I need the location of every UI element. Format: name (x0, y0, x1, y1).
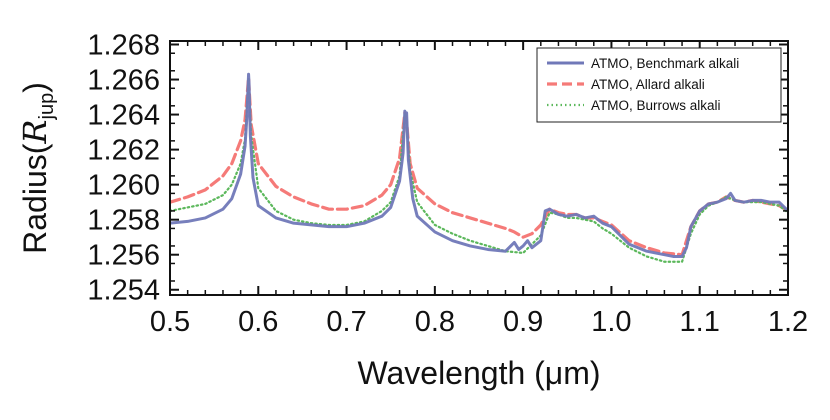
ticks-layer: 0.5 0.6 0.7 0.8 0.9 1.0 1.1 1.21.2541.2561.2581… (87, 30, 808, 338)
plot-frame (169, 40, 789, 296)
y-tick-label: 1.258 (87, 205, 160, 237)
x-tick-label: 1.0 (591, 306, 631, 338)
y-tick-label: 1.260 (87, 170, 160, 202)
y-axis-title: Radius(Rjup) (16, 82, 58, 254)
y-tick-label: 1.268 (87, 30, 160, 62)
series-line-atmo-burrows-alkali (170, 76, 788, 263)
series-layer (170, 72, 788, 263)
legend-label: ATMO, Benchmark alkali (591, 56, 739, 71)
y-tick-label: 1.256 (87, 240, 160, 272)
y-axis-title-suffix: ) (17, 82, 53, 93)
series-line-atmo-benchmark-alkali (170, 72, 788, 258)
y-axis-title-symbol: R (16, 120, 54, 145)
y-tick-label: 1.266 (87, 65, 160, 97)
legend: ATMO, Benchmark alkali ATMO, Allard alkal… (536, 47, 782, 123)
y-axis-title-subscript: jup (36, 93, 58, 121)
y-tick-label: 1.264 (87, 100, 160, 132)
legend-label: ATMO, Allard alkali (591, 77, 705, 92)
legend-items: ATMO, Benchmark alkali ATMO, Allard alkal… (547, 56, 739, 113)
y-axis-title-prefix: Radius( (17, 143, 53, 254)
y-tick-label: 1.262 (87, 135, 160, 167)
x-tick-label: 1.1 (680, 306, 720, 338)
x-tick-label: 1.2 (768, 306, 808, 338)
y-tick-label: 1.254 (87, 275, 160, 307)
x-axis-title: Wavelength (μm) (357, 355, 600, 391)
x-tick-label: 0.7 (326, 306, 366, 338)
legend-label: ATMO, Burrows alkali (591, 98, 721, 113)
x-tick-label: 0.9 (503, 306, 543, 338)
x-tick-label: 0.8 (415, 306, 455, 338)
x-tick-label: 0.6 (238, 306, 278, 338)
x-tick-label: 0.5 (150, 306, 190, 338)
